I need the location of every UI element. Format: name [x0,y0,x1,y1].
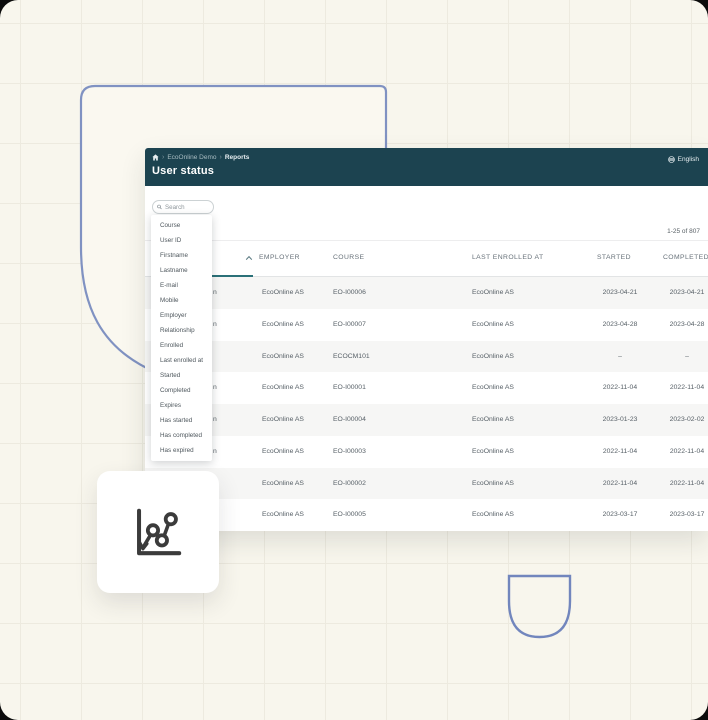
dropdown-item-last-enrolled-at[interactable]: Last enrolled at [160,357,204,364]
cell-course: EO-I00004 [333,416,366,423]
column-header-last-enrolled-at[interactable]: LAST ENROLLED AT [472,254,544,261]
cell-last-enrolled-at: EcoOnline AS [472,416,514,423]
table-row[interactable]: n EcoOnline AS EO-I00003 EcoOnline AS 20… [145,436,708,468]
dropdown-item-started[interactable]: Started [160,372,181,379]
cell-employer: EcoOnline AS [262,352,304,360]
table-body: n EcoOnline AS EO-I00006 EcoOnline AS 20… [145,277,708,531]
cell-employer: EcoOnline AS [262,289,304,296]
dropdown-item-email[interactable]: E-mail [160,282,178,289]
cell-completed: 2023-03-17 [669,511,705,519]
table-row[interactable]: EcoOnline AS ECOCM101 EcoOnline AS – – [145,340,708,373]
dropdown-item-has-completed[interactable]: Has completed [160,432,202,439]
column-header-employer[interactable]: EMPLOYER [259,254,300,261]
cell-course: EO-I00007 [333,320,366,328]
cell-course: ECOCM101 [333,352,370,360]
search-input[interactable] [165,203,209,211]
cell-name-fragment: n [213,289,217,296]
language-label: English [677,156,699,163]
search-field[interactable] [152,200,214,214]
cell-name-fragment: n [213,416,217,423]
cell-employer: EcoOnline AS [262,479,304,487]
page-title: User status [152,165,215,177]
line-chart-icon [137,508,182,556]
search-icon [157,204,162,210]
cell-name-fragment: n [213,447,217,455]
cell-course: EO-I00006 [333,289,366,296]
home-icon[interactable] [152,154,159,161]
cell-last-enrolled-at: EcoOnline AS [472,289,514,296]
cell-started: – [618,352,622,360]
cell-course: EO-I00002 [333,479,366,487]
cell-completed: 2023-04-21 [669,289,705,296]
cell-completed: 2022-11-04 [669,384,705,392]
cell-name-fragment: n [213,320,217,328]
column-header-started[interactable]: STARTED [597,254,631,261]
breadcrumb-item-reports[interactable]: Reports [224,154,250,161]
dropdown-item-user-id[interactable]: User ID [160,237,182,244]
cell-name-fragment: n [213,384,217,392]
globe-icon [667,156,675,163]
table-row[interactable]: EcoOnline AS EO-I00005 EcoOnline AS 2023… [145,499,708,531]
cell-started: 2022-11-04 [602,447,638,455]
dropdown-item-relationship[interactable]: Relationship [160,327,195,334]
breadcrumb-separator: › [219,153,222,161]
cell-employer: EcoOnline AS [262,511,304,519]
pagination-label: 1-25 of 807 [667,228,700,235]
cell-started: 2023-01-23 [602,416,638,423]
dropdown-item-has-expired[interactable]: Has expired [160,447,194,454]
cell-completed: 2022-11-04 [669,479,705,487]
cell-started: 2022-11-04 [602,384,638,392]
app-header: › EcoOnline Demo › Reports User status E… [145,148,708,186]
cell-started: 2023-04-21 [602,289,638,296]
table-header: EMPLOYER COURSE LAST ENROLLED AT STARTED… [145,241,708,277]
cell-course: EO-I00003 [333,447,366,455]
app-screenshot-panel: › EcoOnline Demo › Reports User status E… [145,148,708,531]
language-selector[interactable]: English [667,156,699,163]
cell-completed: 2022-11-04 [669,447,705,455]
cell-completed: – [685,352,689,360]
cell-started: 2022-11-04 [602,479,638,487]
dropdown-item-expires[interactable]: Expires [160,402,181,409]
cell-last-enrolled-at: EcoOnline AS [472,447,514,455]
pagination-bar: 1-25 of 807 [145,222,708,241]
cell-last-enrolled-at: EcoOnline AS [472,511,514,519]
chevron-up-icon[interactable] [245,255,253,261]
dropdown-item-firstname[interactable]: Firstname [160,252,188,259]
cell-last-enrolled-at: EcoOnline AS [472,320,514,328]
dropdown-item-lastname[interactable]: Lastname [160,267,188,274]
cell-employer: EcoOnline AS [262,384,304,392]
cell-last-enrolled-at: EcoOnline AS [472,384,514,392]
cell-last-enrolled-at: EcoOnline AS [472,352,514,360]
breadcrumb: › EcoOnline Demo › Reports [152,153,700,162]
cell-completed: 2023-04-28 [669,320,705,328]
cell-course: EO-I00005 [333,511,366,519]
table-row[interactable]: n EcoOnline AS EO-I00001 EcoOnline AS 20… [145,372,708,404]
table-row[interactable]: n EcoOnline AS EO-I00007 EcoOnline AS 20… [145,309,708,341]
cell-completed: 2023-02-02 [669,416,705,423]
cell-employer: EcoOnline AS [262,320,304,328]
table-row[interactable]: EcoOnline AS EO-I00002 EcoOnline AS 2022… [145,467,708,500]
cell-started: 2023-04-28 [602,320,638,328]
cell-employer: EcoOnline AS [262,447,304,455]
column-header-course[interactable]: COURSE [333,254,365,261]
table-row[interactable]: n EcoOnline AS EO-I00006 EcoOnline AS 20… [145,277,708,309]
dropdown-item-enrolled[interactable]: Enrolled [160,342,184,349]
dropdown-item-employer[interactable]: Employer [160,312,187,319]
cell-employer: EcoOnline AS [262,416,304,423]
dropdown-item-has-started[interactable]: Has started [160,417,193,424]
dropdown-item-mobile[interactable]: Mobile [160,297,179,304]
breadcrumb-item-demo[interactable]: EcoOnline Demo [167,154,217,161]
column-dropdown: Course User ID Firstname Lastname E-mail… [151,215,212,461]
dropdown-item-course[interactable]: Course [160,222,181,229]
cell-last-enrolled-at: EcoOnline AS [472,479,514,487]
dropdown-item-completed[interactable]: Completed [160,387,191,394]
chart-icon-card [97,471,219,593]
table-row[interactable]: n EcoOnline AS EO-I00004 EcoOnline AS 20… [145,404,708,436]
cell-started: 2023-03-17 [602,511,638,519]
cell-course: EO-I00001 [333,384,366,392]
breadcrumb-separator: › [162,153,165,161]
column-header-completed[interactable]: COMPLETED [663,254,708,261]
small-shield-outline [507,574,572,639]
